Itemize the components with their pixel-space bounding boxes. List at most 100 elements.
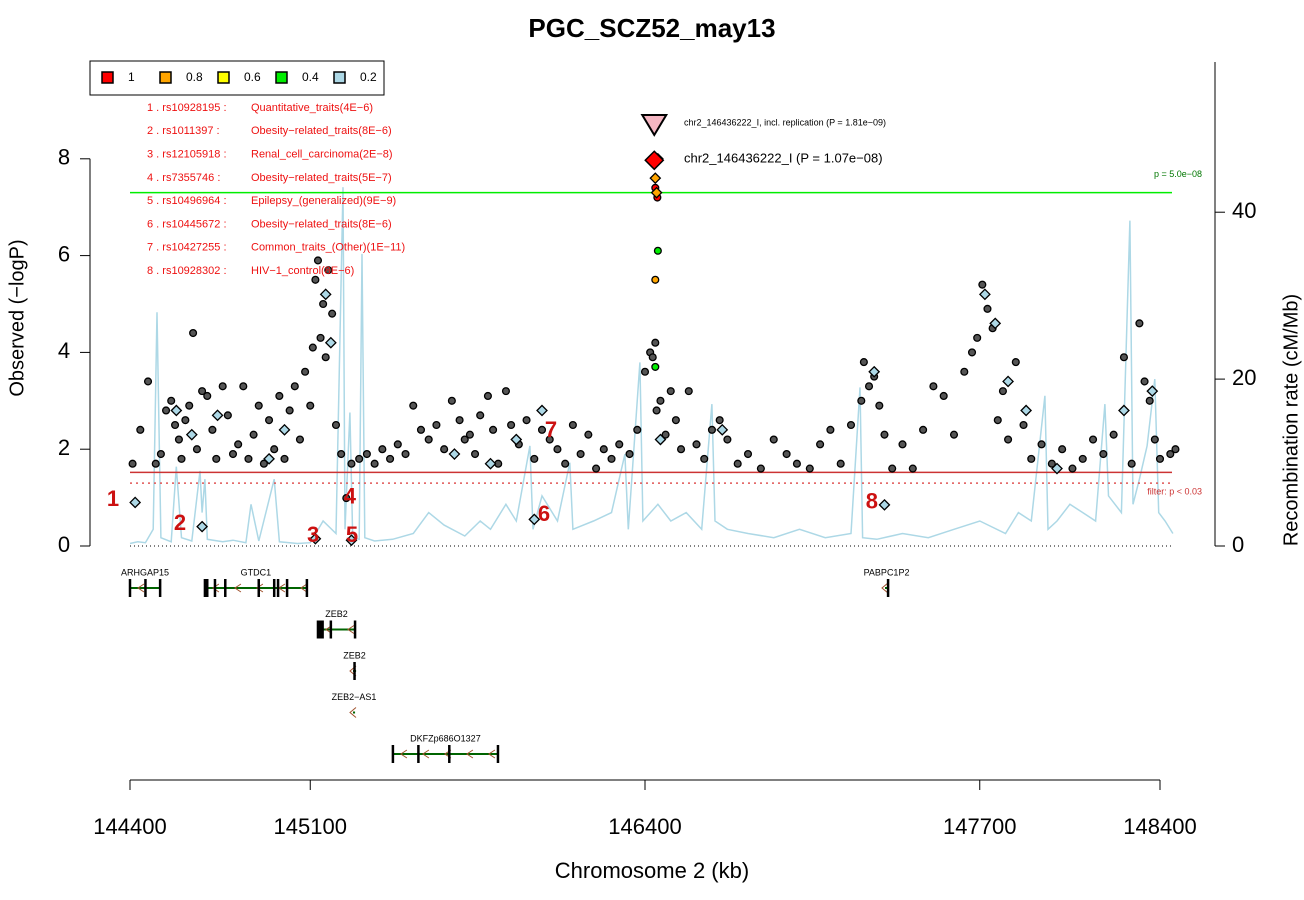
hit-label: 3 — [307, 522, 319, 547]
gene-label: DKFZp686O1327 — [410, 733, 481, 743]
point — [290, 382, 299, 391]
annotation-trait: Renal_cell_carcinoma(2E−8) — [251, 149, 393, 161]
point — [337, 449, 346, 459]
point — [756, 464, 765, 473]
point — [156, 449, 165, 459]
point — [324, 266, 333, 275]
gene-label: GTDC1 — [241, 567, 272, 577]
point — [656, 396, 665, 405]
point — [189, 328, 198, 338]
point — [401, 449, 410, 459]
point — [978, 280, 987, 289]
point — [278, 423, 291, 436]
point — [378, 445, 387, 454]
point — [234, 440, 243, 449]
point — [275, 391, 284, 401]
point — [816, 440, 825, 449]
annotation-id: 6 . rs10445672 : — [147, 218, 227, 230]
point — [192, 445, 202, 454]
point — [568, 420, 577, 430]
gene-label: ZEB2 — [343, 650, 366, 660]
point — [908, 464, 917, 473]
point — [347, 459, 356, 468]
point — [661, 430, 670, 439]
point — [640, 367, 650, 376]
point — [1119, 353, 1128, 362]
point — [859, 358, 868, 367]
y2-tick-label: 0 — [1232, 532, 1244, 557]
top-snp-label: chr2_146436222_I (P = 1.07e−08) — [684, 150, 883, 165]
y-axis-label: Observed (−logP) — [6, 239, 28, 396]
threshold-label: filter: p < 0.03 — [1147, 486, 1202, 496]
point — [447, 396, 456, 405]
point — [311, 275, 320, 284]
y-tick-label: 6 — [58, 241, 70, 266]
point — [553, 445, 562, 454]
point — [342, 494, 351, 503]
point — [1011, 358, 1020, 367]
point — [1150, 435, 1159, 444]
point — [185, 401, 194, 410]
point — [136, 425, 145, 434]
annotation-trait: Quantitative_traits(4E−6) — [251, 102, 373, 114]
point — [301, 367, 310, 376]
point — [416, 425, 426, 434]
point — [864, 382, 874, 391]
point — [249, 430, 258, 439]
legend-label: 0.4 — [302, 70, 319, 84]
point — [129, 496, 142, 509]
legend-swatch — [217, 71, 230, 84]
x-tick-label: 147700 — [943, 814, 1016, 839]
point — [306, 401, 315, 410]
point — [929, 382, 938, 391]
point — [1118, 404, 1130, 417]
point — [978, 288, 991, 301]
point — [743, 449, 753, 459]
y2-tick-label: 40 — [1232, 198, 1256, 223]
point — [826, 425, 835, 434]
point — [875, 401, 884, 410]
point — [983, 304, 992, 313]
point — [545, 435, 554, 444]
y2-axis-label: Recombination rate (cM/Mb) — [1280, 294, 1302, 546]
point — [162, 406, 171, 415]
point — [345, 534, 358, 547]
y2-tick-label: 20 — [1232, 365, 1256, 390]
hit-label: 4 — [344, 483, 357, 508]
point — [1058, 445, 1067, 454]
annotation-id: 7 . rs10427255 : — [147, 242, 227, 254]
point — [805, 464, 814, 473]
point — [151, 459, 160, 468]
legend-label: 0.8 — [186, 70, 203, 84]
point — [270, 445, 279, 454]
point — [880, 430, 889, 439]
point — [1155, 454, 1165, 463]
point — [362, 449, 371, 459]
point — [501, 387, 511, 396]
hit-label: 1 — [107, 486, 119, 511]
point — [1140, 377, 1149, 386]
legend-label: 0.6 — [244, 70, 261, 84]
point — [1051, 462, 1063, 475]
point — [888, 464, 897, 473]
replication-label: chr2_146436222_I, incl. replication (P =… — [684, 117, 886, 127]
point — [633, 425, 642, 434]
point — [254, 401, 263, 410]
point — [167, 396, 176, 405]
point — [484, 457, 497, 470]
point — [1068, 464, 1077, 473]
gene-arrow — [300, 583, 308, 593]
point — [898, 440, 907, 449]
gene-arrow — [212, 583, 220, 593]
point — [218, 382, 227, 391]
point — [1146, 385, 1159, 398]
gene-arrow — [234, 583, 242, 593]
point — [651, 275, 660, 284]
point — [211, 409, 224, 422]
point — [460, 435, 469, 444]
point — [607, 454, 616, 463]
point — [1004, 435, 1013, 444]
point — [476, 411, 485, 420]
point — [561, 459, 570, 468]
point — [1145, 396, 1154, 405]
